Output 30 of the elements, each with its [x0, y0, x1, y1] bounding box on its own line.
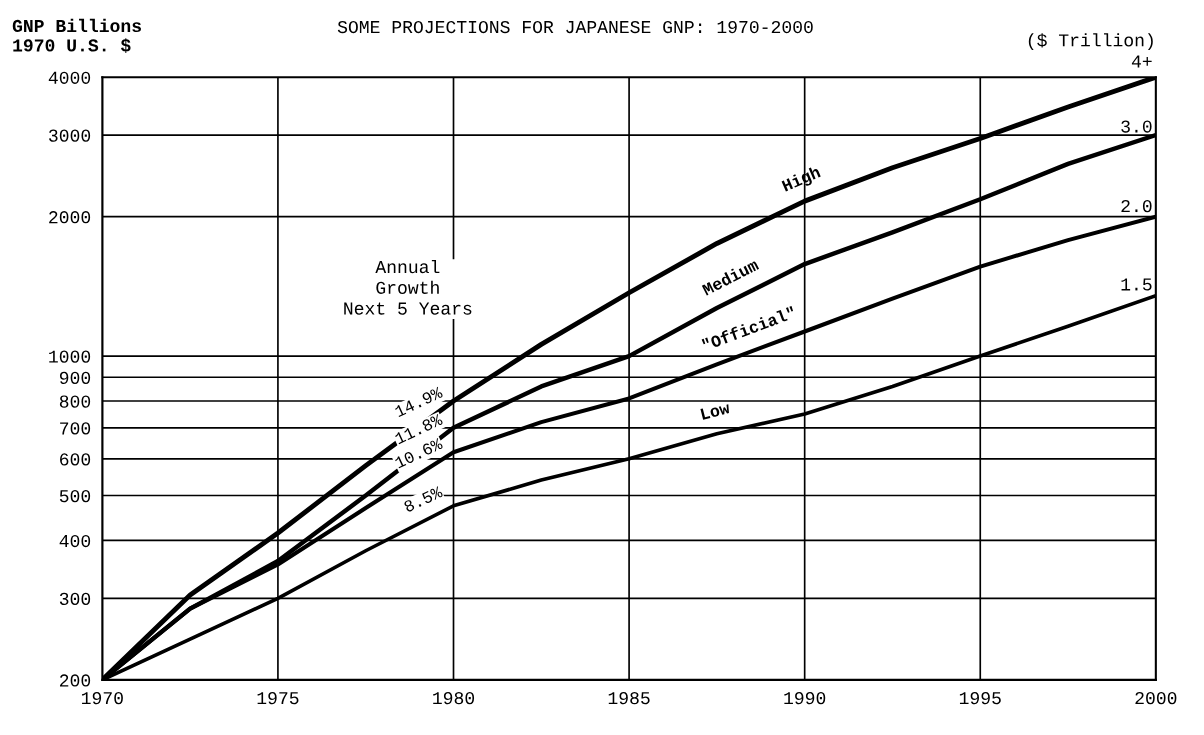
annotation: Annual Growth Next 5 Years — [344, 259, 472, 315]
x-tick-label: 1980 — [433, 691, 475, 705]
y-tick-label: 400 — [59, 534, 91, 548]
y-tick-label: 2000 — [49, 211, 91, 224]
text: High — [781, 165, 823, 195]
annotation: 1.5 — [1121, 278, 1152, 291]
y-axis-title: GNP Billions 1970 U.S. $ — [12, 18, 141, 53]
annotation: 8.5% — [403, 485, 444, 513]
x-tick-label: 1970 — [81, 691, 123, 705]
x-tick-label: 1995 — [959, 691, 1001, 705]
y-tick-label: 1000 — [49, 350, 91, 363]
y-tick-label: 600 — [60, 453, 91, 466]
y-tick-label: 300 — [59, 592, 91, 606]
x-tick-label: 1985 — [608, 691, 650, 705]
x-tick-label: 1990 — [784, 691, 826, 705]
y-tick-label: 200 — [59, 674, 91, 687]
y-tick-label: 4000 — [48, 71, 91, 84]
y-tick-label: 3000 — [49, 129, 91, 142]
y-tick-label: 800 — [59, 395, 91, 408]
annotation: 3.0 — [1121, 120, 1152, 133]
text: ($ Trillion) — [1028, 33, 1153, 51]
y-tick-label: 500 — [59, 489, 91, 503]
y-tick-label: 700 — [60, 422, 91, 435]
y-tick-label: 900 — [59, 371, 91, 384]
chart-title: SOME PROJECTIONS FOR JAPANESE GNP: 1970-2000 — [337, 20, 813, 34]
x-tick-label: 2000 — [1135, 691, 1177, 705]
text: Low — [700, 402, 731, 420]
text: 4+ — [1131, 55, 1152, 68]
annotation: 2.0 — [1121, 199, 1152, 213]
x-tick-label: 1975 — [257, 691, 299, 705]
